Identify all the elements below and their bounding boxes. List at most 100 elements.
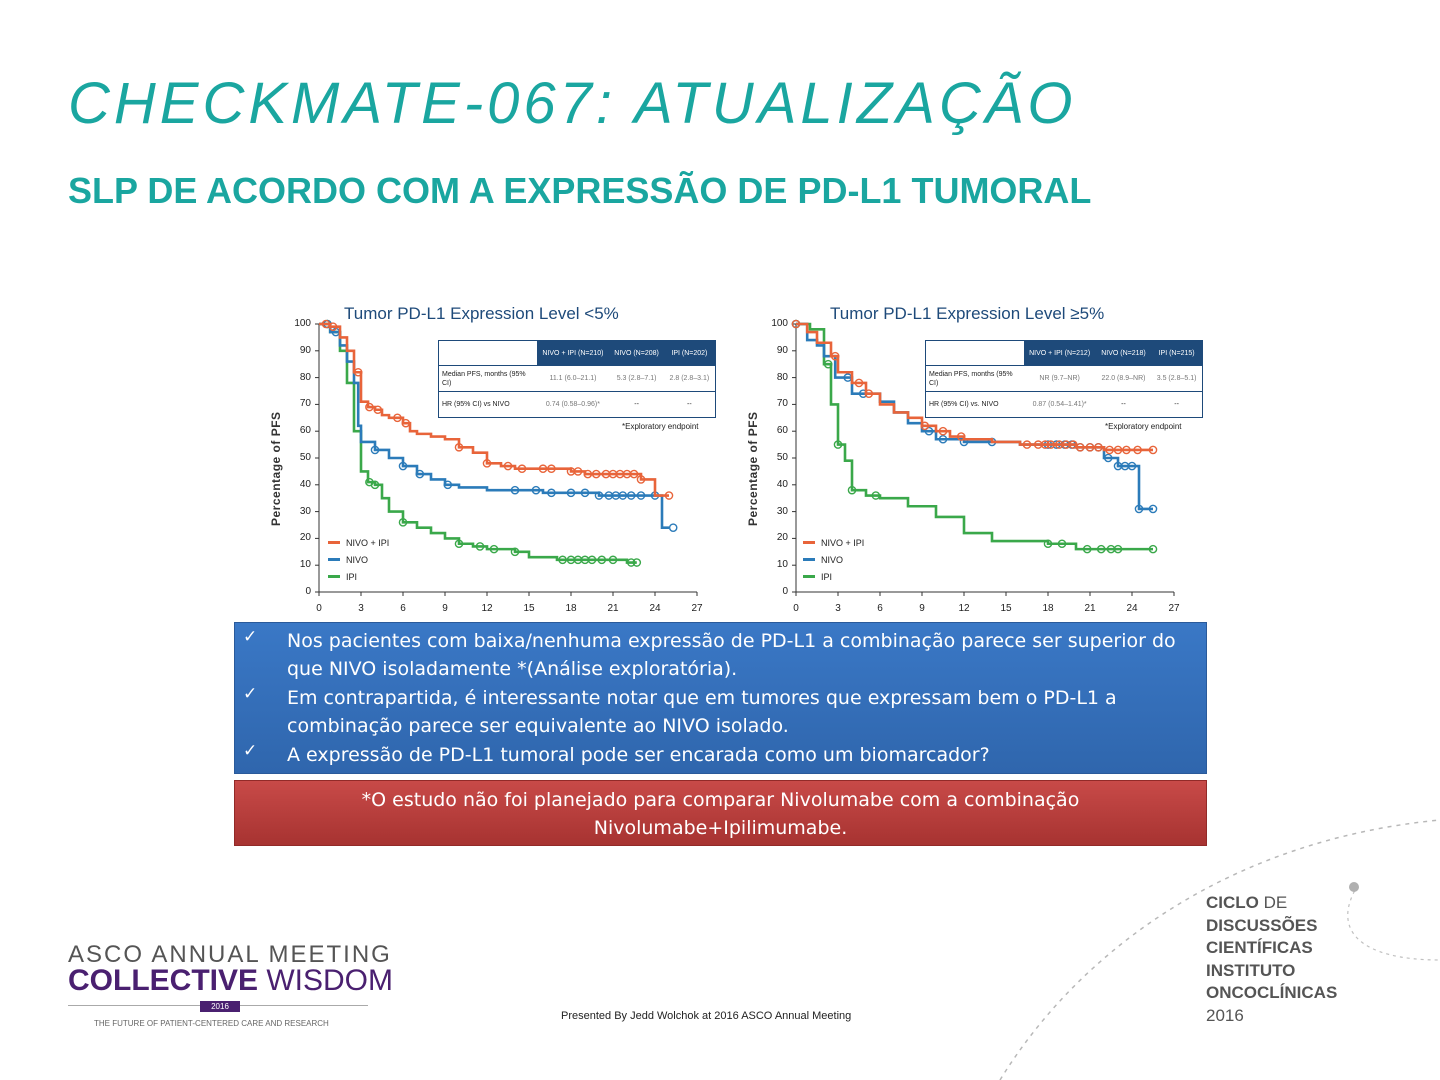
check-icon: ✓ (243, 684, 258, 704)
censor-mark (632, 558, 642, 567)
censor-mark (1082, 544, 1092, 554)
ciclo-line: DISCUSSÕES (1206, 915, 1318, 935)
legend-item: NIVO (328, 551, 389, 568)
table-row-label: Median PFS, months (95% CI) (925, 365, 1024, 392)
censor-mark (1133, 445, 1142, 455)
ciclo-logo-text: CICLO DE DISCUSSÕES CIENTÍFICAS INSTITUT… (1206, 892, 1337, 1027)
x-tick-label: 15 (523, 603, 535, 614)
y-tick-label: 0 (305, 586, 311, 597)
censor-mark (573, 467, 583, 476)
censor-mark (847, 485, 857, 495)
censor-mark (597, 555, 607, 565)
y-tick-label: 100 (294, 318, 311, 329)
table-header-blank (925, 340, 1024, 366)
y-tick-label: 30 (776, 505, 788, 517)
censor-mark (1085, 442, 1095, 452)
x-tick-label: 15 (1000, 603, 1012, 614)
plot-area (791, 319, 1175, 596)
asco-logo-text: COLLECTIVE WISDOM (68, 964, 393, 998)
censor-mark (489, 544, 499, 554)
bullet-text: Em contrapartida, é interessante notar q… (287, 687, 1117, 737)
table-cell: 22.0 (8.9–NR) (1095, 365, 1152, 392)
legend-label: NIVO (346, 554, 369, 565)
slide-subtitle: SLP DE ACORDO COM A EXPRESSÃO DE PD-L1 T… (68, 170, 1092, 211)
censor-mark (938, 434, 948, 444)
censor-mark (636, 491, 646, 500)
censor-mark (415, 469, 425, 479)
censor-mark (1057, 539, 1067, 549)
censor-mark (373, 405, 383, 415)
censor-mark (580, 488, 590, 498)
censor-mark (587, 555, 597, 565)
asco-year-badge: 2016 (200, 1001, 240, 1012)
km-curve-ipi (319, 322, 637, 564)
y-tick-label: 20 (776, 532, 788, 544)
legend-swatch (328, 541, 340, 544)
y-tick-label: 10 (299, 559, 311, 571)
chart-legend: NIVO + IPI NIVO IPI (803, 534, 864, 585)
y-tick-label: 60 (776, 425, 788, 437)
censor-mark (328, 322, 338, 331)
y-tick-label: 50 (776, 452, 788, 463)
asco-bold: COLLECTIVE (68, 964, 259, 997)
table-header: NIVO (N=218) (1095, 340, 1152, 366)
censor-mark (510, 485, 520, 495)
table-cell: 11.1 (6.0–21.1) (536, 365, 610, 392)
x-tick-label: 9 (442, 603, 448, 614)
censor-mark (443, 480, 453, 490)
censor-mark (353, 367, 363, 377)
bullet-text: A expressão de PD-L1 tumoral pode ser en… (287, 744, 990, 766)
censor-mark (1046, 440, 1056, 449)
censor-mark (1148, 504, 1158, 514)
asco-line1: ASCO ANNUAL MEETING (68, 941, 392, 968)
table-cell: -- (1095, 391, 1152, 418)
km-curve-ipi (796, 322, 1153, 551)
censor-mark (583, 469, 593, 479)
chart-title: Tumor PD-L1 Expression Level ≥5% (830, 304, 1105, 323)
censor-mark (503, 461, 513, 471)
censor-mark (566, 488, 576, 498)
censor-mark (321, 319, 331, 329)
presented-by: Presented By Jedd Wolchok at 2016 ASCO A… (561, 1010, 852, 1022)
censor-mark (1094, 442, 1103, 452)
legend-swatch (328, 558, 340, 561)
censor-mark (398, 461, 408, 471)
exploratory-note: *Exploratory endpoint (622, 422, 699, 431)
legend-swatch (803, 541, 815, 544)
censor-mark (791, 319, 801, 329)
censor-mark (454, 539, 464, 549)
censor-mark (1122, 445, 1131, 455)
censor-mark (854, 378, 864, 388)
slide-title: CHECKMATE-067: ATUALIZAÇÃO (68, 71, 1077, 136)
censor-mark (1127, 461, 1137, 471)
warning-text: *O estudo não foi planejado para compara… (361, 789, 1080, 839)
y-tick-label: 90 (299, 344, 311, 356)
x-tick-label: 0 (316, 603, 322, 614)
x-tick-label: 6 (400, 603, 406, 614)
x-tick-label: 18 (1042, 603, 1054, 614)
legend-item: NIVO + IPI (328, 534, 389, 551)
censor-mark (365, 402, 374, 412)
km-chart-high-pdl1: Tumor PD-L1 Expression Level ≥5% Percent… (739, 300, 1203, 630)
censor-mark (629, 469, 639, 479)
censor-mark (1113, 445, 1123, 455)
legend-item: NIVO + IPI (803, 534, 864, 551)
censor-mark (1148, 445, 1158, 455)
censor-mark (1068, 440, 1078, 449)
x-tick-label: 12 (958, 603, 970, 614)
chart-legend: NIVO + IPI NIVO IPI (328, 534, 389, 585)
censor-mark (398, 518, 408, 527)
censor-mark (618, 491, 628, 500)
censor-mark (591, 469, 601, 479)
exploratory-note: *Exploratory endpoint (1105, 422, 1182, 431)
x-tick-label: 24 (649, 603, 661, 614)
legend-label: IPI (821, 571, 833, 582)
table-cell: 0.87 (0.54–1.41)* (1023, 391, 1096, 418)
legend-label: NIVO (821, 554, 844, 565)
y-tick-label: 0 (782, 586, 788, 597)
ciclo-line: INSTITUTO (1206, 960, 1296, 980)
censor-mark (370, 445, 380, 455)
table-cell: 0.74 (0.58–0.96)* (536, 391, 610, 418)
asco-light: WISDOM (258, 964, 394, 997)
